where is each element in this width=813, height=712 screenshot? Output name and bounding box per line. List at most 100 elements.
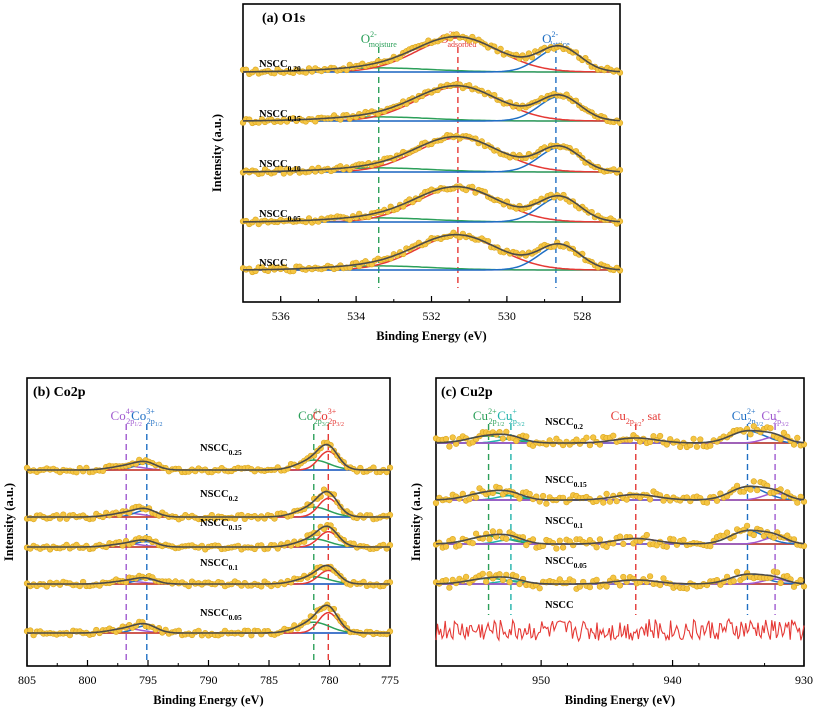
panel-o1s: (a) O1s 536 534 532 530 528 Binding Energy (eV… <box>210 3 624 343</box>
spectrum-1: NSCC0.2 <box>23 486 394 523</box>
data-point <box>697 436 704 443</box>
sample-label: NSCC0.15 <box>200 518 242 532</box>
marker-label: Cu2+ 2p3/2 <box>732 407 763 428</box>
data-point <box>794 499 801 506</box>
sample-label-base: NSCC <box>259 209 288 220</box>
sample-label-base: NSCC <box>545 516 574 527</box>
data-point <box>556 537 563 544</box>
data-point <box>543 500 550 507</box>
data-point <box>620 540 627 548</box>
sample-label: NSCC <box>259 258 288 269</box>
sample-label: NSCC0.05 <box>200 608 242 622</box>
marker-label-main: Cu <box>761 408 777 423</box>
marker-label-sub: 2p <box>328 417 336 426</box>
x-tick-label: 930 <box>795 673 813 687</box>
data-point <box>730 577 737 585</box>
marker-label: Co4+ 2p3/2 <box>298 407 329 428</box>
sample-label-base: NSCC <box>200 489 229 500</box>
x-tick-label: 775 <box>381 673 399 687</box>
data-point <box>442 577 450 584</box>
data-point <box>723 529 731 536</box>
sample-label: NSCC0.10 <box>259 159 301 173</box>
marker-label: Cu+ 2p3/2 <box>761 407 788 428</box>
data-point <box>516 580 523 588</box>
data-point <box>516 495 523 502</box>
marker-label-sup: 3+ <box>146 407 155 416</box>
marker-label-sub2: 1/2 <box>134 422 142 428</box>
marker-label-sup: + <box>512 407 517 416</box>
sample-label: NSCC <box>545 600 574 611</box>
x-tick-label: 950 <box>532 673 550 687</box>
sample-label-sub: 0.1 <box>574 521 584 530</box>
data-point <box>683 585 691 592</box>
sample-label-sub: 0.25 <box>229 448 242 457</box>
marker-label-main: Co <box>313 408 328 423</box>
data-point <box>663 441 670 448</box>
x-tick-label: 534 <box>347 309 365 323</box>
data-point <box>610 432 617 439</box>
x-tick-label: 790 <box>200 673 218 687</box>
sample-label-base: NSCC <box>259 258 288 269</box>
marker-label-sup: 2- <box>551 30 558 39</box>
data-point <box>553 545 560 552</box>
x-axis-label: Binding Energy (eV) <box>376 329 486 343</box>
sample-label-sub: 0.15 <box>574 480 587 489</box>
data-point <box>436 539 443 546</box>
sample-label-sub: 0.15 <box>229 523 242 532</box>
data-point <box>693 443 701 450</box>
data-point <box>750 531 757 539</box>
marker-label-sub: 2p <box>773 417 781 426</box>
data-point <box>797 576 804 584</box>
sample-label-base: NSCC <box>200 558 229 569</box>
marker-label-sub2: 3/2 <box>755 422 763 428</box>
data-point <box>670 536 677 543</box>
marker-label-main: Co <box>131 408 146 423</box>
fit-envelope <box>27 604 390 634</box>
fit-envelope <box>435 529 805 545</box>
sample-label-base: NSCC <box>545 475 574 486</box>
data-point <box>523 433 530 440</box>
marker-label-sub2: 3/2 <box>634 422 642 428</box>
panel-cu2p: (c) Cu2p 950 940 930 Binding Energy (eV) Inte… <box>409 377 813 707</box>
data-point <box>499 576 507 584</box>
data-point <box>486 536 493 543</box>
panel-title: (b) Co2p <box>33 385 86 400</box>
sample-label: NSCC0.2 <box>200 489 238 503</box>
data-point <box>559 544 567 551</box>
spectrum-2: NSCC0.1 <box>432 516 808 552</box>
sample-label-sub: 0.20 <box>288 64 301 73</box>
marker-label-main: Co <box>298 408 313 423</box>
spectrum-2: NSCC0.15 <box>23 518 394 553</box>
spectrum-0: NSCC0.20 <box>239 31 624 77</box>
spectrum-1: NSCC0.15 <box>432 475 808 507</box>
sample-label: NSCC0.2 <box>545 417 583 431</box>
data-point <box>469 540 476 547</box>
sample-label-base: NSCC <box>545 556 574 567</box>
marker-label-sub2: 3/2 <box>322 422 330 428</box>
fit-envelope <box>27 443 390 471</box>
marker-label-sub2: 3/2 <box>517 422 525 428</box>
sample-label-base: NSCC <box>545 417 574 428</box>
data-point <box>616 533 624 540</box>
spectrum-0: NSCC0.2 <box>432 417 808 451</box>
data-point <box>593 544 600 551</box>
data-point <box>603 583 610 590</box>
marker-label: Cu+ 2p3/2 <box>497 407 524 428</box>
data-point <box>446 443 453 450</box>
data-point <box>754 487 761 494</box>
marker-label: O2-moisture <box>361 30 398 49</box>
data-point <box>603 543 610 551</box>
sample-label-sub: 0.05 <box>574 561 587 570</box>
data-point <box>526 490 533 498</box>
data-point <box>463 573 470 581</box>
spectrum-3: NSCC0.05 <box>239 183 624 228</box>
data-point <box>656 432 664 440</box>
data-point <box>523 541 530 549</box>
x-tick-label: 532 <box>423 309 441 323</box>
data-point <box>613 498 620 505</box>
sample-label: NSCC0.25 <box>200 443 242 457</box>
x-tick-label: 780 <box>321 673 339 687</box>
x-tick-label: 805 <box>18 673 36 687</box>
y-axis-label: Intensity (a.u.) <box>210 114 224 192</box>
marker-label-sub: 2p <box>126 417 134 426</box>
